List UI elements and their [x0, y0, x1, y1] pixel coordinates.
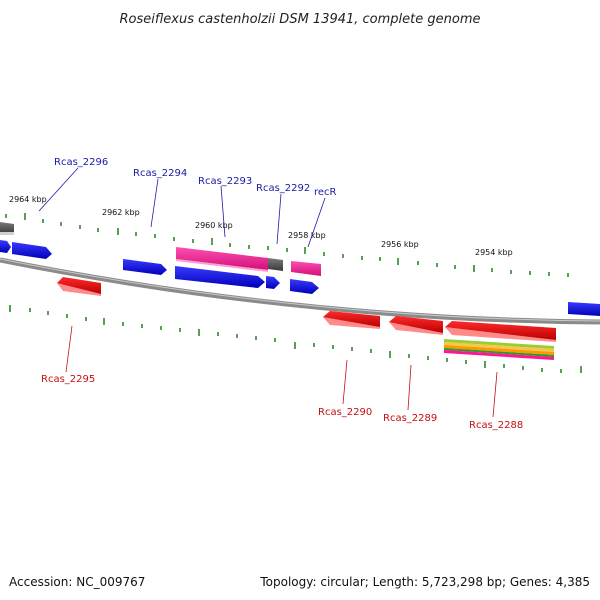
genome-backbone	[0, 257, 600, 325]
gene-forward-edge[interactable]	[0, 240, 11, 253]
label-rcas-2296[interactable]: Rcas_2296	[54, 157, 108, 168]
gene-rcas-2288[interactable]	[445, 321, 556, 340]
callout-lines-forward	[38, 167, 326, 248]
forward-feature-track	[0, 222, 600, 316]
label-rcas-2290[interactable]: Rcas_2290	[318, 407, 372, 418]
label-recr[interactable]: recR	[314, 187, 337, 198]
gene-blue-recr-adjacent[interactable]	[290, 279, 319, 294]
label-rcas-2288[interactable]: Rcas_2288	[469, 420, 523, 431]
gene-blue-long[interactable]	[175, 266, 265, 288]
rrna-rcas-2293[interactable]	[176, 247, 268, 270]
map-title: Roseiflexus castenholzii DSM 13941, comp…	[120, 12, 481, 27]
feature-rcas-2292[interactable]	[268, 258, 283, 271]
genome-stats-text: Topology: circular; Length: 5,723,298 bp…	[259, 575, 590, 589]
rrna-recr[interactable]	[291, 261, 321, 276]
label-rcas-2292[interactable]: Rcas_2292	[256, 183, 310, 194]
feature-stack-rcas-2288[interactable]	[444, 339, 554, 360]
scale-label-2958: 2958 kbp	[288, 231, 326, 240]
scale-label-2962: 2962 kbp	[102, 208, 140, 217]
gene-rcas-2289[interactable]	[389, 316, 443, 333]
scale-label-2964: 2964 kbp	[9, 195, 47, 204]
label-rcas-2295[interactable]: Rcas_2295	[41, 374, 95, 385]
callout-lines-reverse	[65, 325, 498, 418]
scale-label-2960: 2960 kbp	[195, 221, 233, 230]
label-rcas-2289[interactable]: Rcas_2289	[383, 413, 437, 424]
label-rcas-2293[interactable]: Rcas_2293	[198, 176, 252, 187]
accession-text: Accession: NC_009767	[9, 575, 145, 589]
reverse-tick-track	[9, 305, 582, 373]
gene-rcas-2294[interactable]	[123, 259, 167, 275]
gene-rcas-2296[interactable]	[12, 242, 52, 259]
gene-blue-small[interactable]	[266, 276, 280, 289]
reverse-feature-track	[57, 277, 556, 360]
gene-forward-right-edge[interactable]	[568, 302, 600, 316]
scale-label-2956: 2956 kbp	[381, 240, 419, 249]
label-rcas-2294[interactable]: Rcas_2294	[133, 168, 187, 179]
forward-tick-track	[5, 213, 569, 277]
scale-label-2954: 2954 kbp	[475, 248, 513, 257]
gene-rcas-2295[interactable]	[57, 277, 101, 294]
feature-gray-left[interactable]	[0, 222, 14, 234]
